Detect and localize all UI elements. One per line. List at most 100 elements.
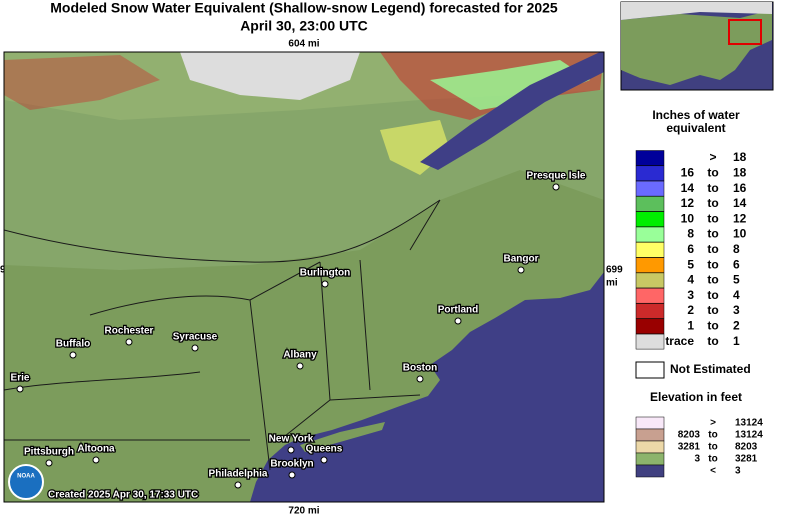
inset-snow [621,2,772,20]
legend-sep: to [707,181,718,195]
legend-sep: to [707,318,718,332]
long-island [300,422,385,452]
not-estimated-label: Not Estimated [670,362,751,376]
legend-swatch [635,272,665,289]
city-label: Syracuse [173,332,218,343]
elevation-low: 3281 [678,442,701,453]
map-frame [3,51,605,503]
legend-high: 14 [733,196,747,210]
ocean [250,272,604,502]
legend-swatch [635,303,665,319]
legend-high: 3 [733,303,740,317]
city-marker [16,385,24,393]
elevation-swatch [635,428,665,442]
legend-sep: to [707,227,718,241]
elevation-high: 13124 [735,430,763,441]
city-label: Boston [403,363,437,374]
legend-low: 3 [687,288,694,302]
right-distance-unit: mi [606,278,618,289]
city-label: Erie [11,373,30,384]
city-label: Queens [306,444,343,455]
legend-high: 10 [733,227,747,241]
legend-swatch [635,226,665,243]
city-label: Pittsburgh [24,447,74,458]
city-marker [517,266,525,274]
legend-swatch [635,180,665,197]
elevation-sep: < [710,466,716,477]
legend-high: 1 [733,334,740,348]
legend-title: Inches of water [652,108,740,122]
legend-swatch [635,318,665,335]
elevation-swatch [635,464,665,478]
elevation-sep: to [708,430,717,441]
elevation-low: 3 [694,454,700,465]
bottom-distance: 720 mi [288,506,319,517]
legend-sep: to [707,288,718,302]
elevation-high: 8203 [735,442,758,453]
legend-sep: to [707,334,718,348]
legend-low: 14 [681,181,695,195]
subtitle: April 30, 23:00 UTC [240,18,368,34]
legend-swatch [635,287,665,304]
city-label: Philadelphia [209,469,268,480]
logo-text: NOAA [17,474,35,480]
legend-sep: to [707,242,718,256]
snow-patch [4,55,160,110]
legend-swatch [635,165,665,182]
city-label: New York [269,434,314,445]
elevation-sep: to [708,442,717,453]
legend-low: 6 [687,242,694,256]
elevation-high: 3281 [735,454,758,465]
legend-sep: to [707,303,718,317]
city-label: Portland [438,305,479,316]
city-label: Altoona [77,444,115,455]
legend-low: 4 [687,273,694,287]
legend-sep: to [707,165,718,179]
city-marker [416,375,424,383]
city-marker [321,280,329,288]
legend-sep: to [707,273,718,287]
created-text: Created 2025 Apr 30, 17:33 UTC [48,490,198,501]
legend-low: trace [665,334,694,348]
city-marker [287,446,295,454]
legend-high: 5 [733,273,740,287]
legend-low: 16 [681,165,695,179]
legend-low: 12 [681,196,695,210]
legend-swatch [635,242,665,258]
map: NOAA Created 2025 Apr 30, 17:33 UTC [4,52,604,502]
left-edge-label: 9 [0,265,6,276]
legend-high: 18 [733,165,747,179]
legend-swatch [635,196,665,212]
not-estimated-swatch [635,361,665,379]
noaa-logo [8,464,44,500]
elevation-swatch [635,440,665,454]
cities: Presque Isle Bangor Burlington Portland Roch… [9,169,587,489]
legend-high: 8 [733,242,740,256]
top-distance: 604 mi [288,39,319,50]
legend-sep: > [709,150,716,164]
city-marker [320,456,328,464]
city-marker [45,459,53,467]
st-lawrence [420,52,604,170]
legend-low: 5 [687,257,694,271]
city-marker [125,338,133,346]
legend-sep: to [707,196,718,210]
legend-sep: to [707,257,718,271]
legend-high: 16 [733,181,747,195]
elevation-sep: > [710,418,716,429]
legend-swatch [635,211,665,227]
city-marker [92,456,100,464]
legend-high: 6 [733,257,740,271]
inset-land [621,10,772,85]
legend-low: 8 [687,227,694,241]
snow-trace [180,52,360,100]
legend-title: equivalent [666,121,725,135]
elevation-high: 3 [735,466,741,477]
inset-highlight [728,19,762,45]
city-marker [234,481,242,489]
city-label: Albany [283,350,317,361]
city-marker [552,183,560,191]
legend-high: 4 [733,288,740,302]
